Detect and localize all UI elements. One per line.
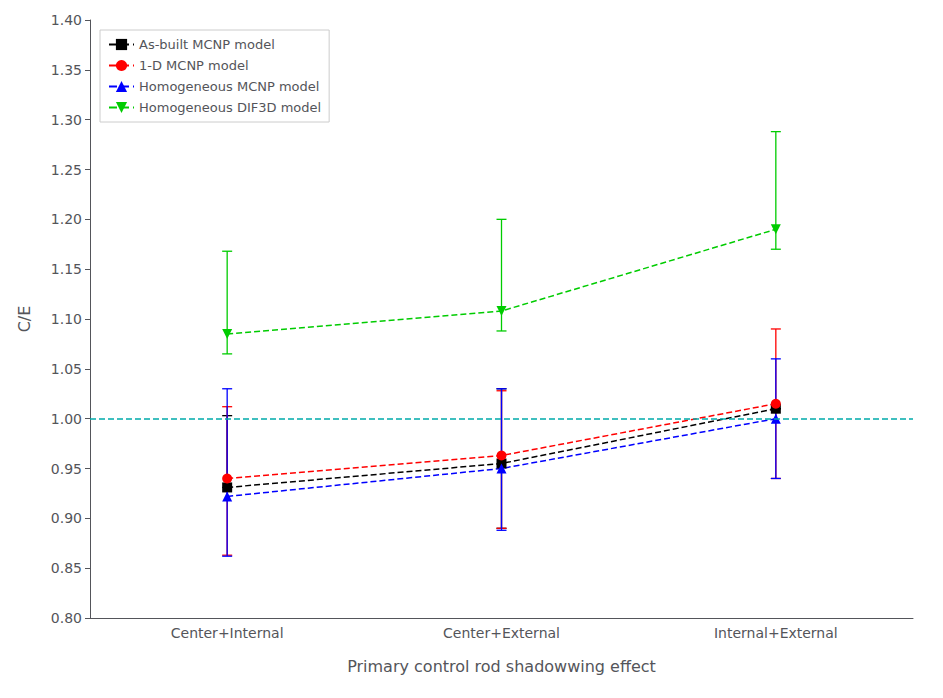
svg-text:1.30: 1.30 bbox=[51, 112, 82, 128]
svg-text:As-built MCNP model: As-built MCNP model bbox=[139, 37, 275, 52]
svg-text:Center+Internal: Center+Internal bbox=[171, 625, 284, 641]
svg-text:1-D MCNP model: 1-D MCNP model bbox=[139, 58, 249, 73]
svg-text:1.10: 1.10 bbox=[51, 311, 82, 327]
svg-text:Homogeneous DIF3D model: Homogeneous DIF3D model bbox=[139, 100, 321, 115]
svg-text:0.95: 0.95 bbox=[51, 461, 82, 477]
svg-text:1.20: 1.20 bbox=[51, 211, 82, 227]
svg-text:0.90: 0.90 bbox=[51, 510, 82, 526]
svg-text:1.25: 1.25 bbox=[51, 162, 82, 178]
svg-text:1.15: 1.15 bbox=[51, 261, 82, 277]
svg-text:Homogeneous MCNP model: Homogeneous MCNP model bbox=[139, 79, 319, 94]
svg-text:1.00: 1.00 bbox=[51, 411, 82, 427]
svg-text:0.80: 0.80 bbox=[51, 610, 82, 626]
svg-text:1.35: 1.35 bbox=[51, 62, 82, 78]
svg-text:1.05: 1.05 bbox=[51, 361, 82, 377]
svg-text:Internal+External: Internal+External bbox=[714, 625, 838, 641]
svg-text:0.85: 0.85 bbox=[51, 560, 82, 576]
svg-text:Center+External: Center+External bbox=[443, 625, 560, 641]
svg-text:Primary control rod shadowwing: Primary control rod shadowwing effect bbox=[347, 657, 656, 676]
svg-text:C/E: C/E bbox=[15, 306, 34, 333]
svg-text:1.40: 1.40 bbox=[51, 12, 82, 28]
